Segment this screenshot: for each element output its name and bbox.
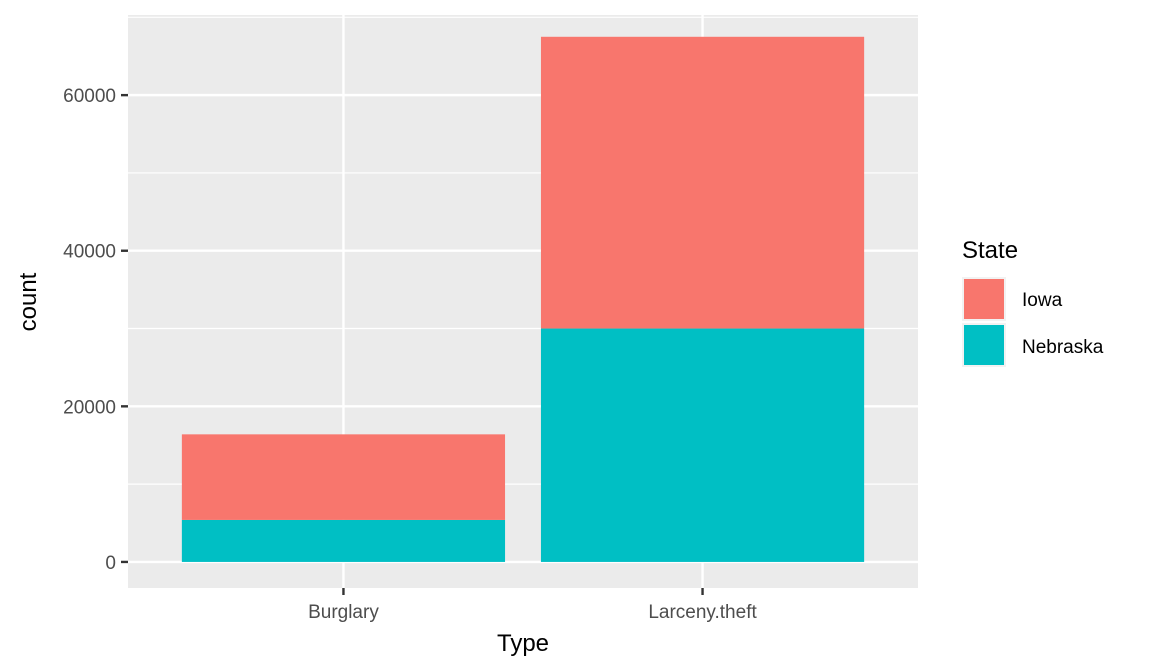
y-tick-label: 40000 [63,242,116,263]
y-tick-label: 20000 [63,397,116,418]
bars [181,36,865,562]
legend-label-nebraska: Nebraska [1022,337,1104,358]
x-axis: Burglary Larceny.theft [308,588,757,623]
bar-burglary-iowa [181,434,506,520]
legend-title: State [962,237,1018,264]
y-tick-label: 60000 [63,86,116,107]
legend-item-iowa: Iowa [962,277,1063,321]
x-axis-title: Type [497,630,549,657]
legend: State Iowa Nebraska [962,237,1104,367]
legend-swatch-iowa [964,279,1004,319]
legend-label-iowa: Iowa [1022,290,1063,311]
bar-larceny-theft-iowa [540,36,865,329]
x-tick-label: Burglary [308,602,379,623]
bar-burglary-nebraska [181,519,506,562]
legend-item-nebraska: Nebraska [962,323,1104,367]
y-axis-title: count [15,272,42,331]
y-axis: 0 20000 40000 60000 [63,86,128,574]
bar-larceny-theft-nebraska [540,328,865,562]
y-tick-label: 0 [105,553,116,574]
legend-swatch-nebraska [964,325,1004,365]
x-tick-label: Larceny.theft [648,602,757,623]
